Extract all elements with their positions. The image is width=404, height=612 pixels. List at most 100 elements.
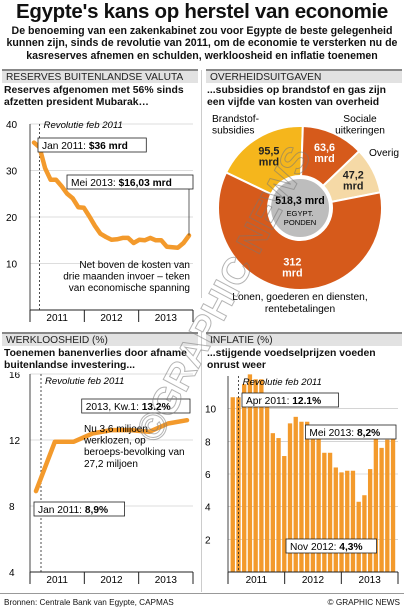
- spending-slice-value: 312 mrd: [282, 257, 302, 280]
- inflation-bar: [333, 467, 338, 572]
- reserves-revolution-label: Revolutie feb 2011: [44, 120, 123, 131]
- inflation-bar: [299, 421, 304, 572]
- spending-center-disc: [269, 177, 331, 239]
- reserves-year-label: 2011: [46, 313, 68, 324]
- spending-total-value: 518,3 mrd: [275, 195, 324, 207]
- inflation-bar: [287, 423, 293, 572]
- unemployment-subtitle: Toenemen banenverlies door afname buiten…: [4, 348, 187, 371]
- spending-label-wages: Lonen, goederen en diensten, rentebetalin…: [232, 292, 367, 315]
- inflation-bar: [345, 470, 350, 572]
- unemployment-year-label: 2011: [46, 575, 68, 586]
- reserves-y-tick: 30: [6, 167, 18, 178]
- inflation-bar: [270, 433, 275, 572]
- reserves-y-tick: 40: [6, 120, 18, 131]
- reserves-chart: 10 20 30 40 Revolutie feb 2011 Jan 2011: $36 …: [6, 120, 194, 324]
- reserves-series-line: [31, 140, 192, 250]
- copyright-text: © GRAPHIC NEWS: [327, 598, 400, 607]
- inflation-callout-peak: Apr 2011: 12.1%: [246, 396, 321, 407]
- unemployment-y-tick: 16: [9, 372, 21, 381]
- column-divider-top: [201, 70, 202, 298]
- unemployment-y-tick: 12: [9, 436, 21, 447]
- inflation-bar: [230, 397, 235, 572]
- spending-slice: [224, 125, 304, 196]
- inflation-year-label: 2011: [246, 575, 268, 586]
- unemployment-callout-start: Jan 2011: 8,9%: [38, 505, 108, 516]
- inflation-chart: 2 4 6 8 10 Revolutie feb 2011 Apr 2011: 12.1% M…: [205, 374, 399, 586]
- inflation-bar: [390, 438, 396, 572]
- spending-label-social: Sociale uitkeringen: [335, 114, 385, 137]
- footer: Bronnen: Centrale Bank van Egypte, CAPMA…: [0, 593, 404, 612]
- inflation-y-tick: 4: [205, 503, 211, 514]
- inflation-bar: [350, 470, 356, 572]
- unemployment-chart: 4 8 12 16 Revolutie feb 2011 2013, Kw.1: 13.2…: [9, 372, 194, 586]
- inflation-year-label: 2012: [302, 575, 325, 586]
- unemployment-revolution-label: Revolutie feb 2011: [45, 376, 124, 387]
- inflation-bar: [253, 379, 258, 572]
- spending-slice-value: 47,2 mrd: [343, 169, 364, 192]
- unemployment-header: WERKLOOSHEID (%): [2, 332, 198, 346]
- inflation-bar: [247, 374, 253, 572]
- unemployment-callout-start-box: [33, 501, 125, 517]
- reserves-callout-start-box: [37, 137, 147, 153]
- inflation-bar: [316, 428, 321, 572]
- inflation-subtitle: ...stijgende voedselprijzen voeden onrus…: [207, 348, 376, 371]
- inflation-header: INFLATIE (%): [206, 332, 402, 346]
- inflation-bar: [339, 472, 344, 572]
- inflation-bar: [367, 469, 373, 572]
- spending-label-other: Overig: [369, 148, 399, 159]
- sources-text: Bronnen: Centrale Bank van Egypte, CAPMA…: [4, 598, 174, 607]
- reserves-header: RESERVES BUITENLANDSE VALUTA: [2, 69, 198, 83]
- inflation-bar: [322, 452, 327, 572]
- spending-header: OVERHEIDSUITGAVEN: [206, 69, 402, 83]
- inflation-bar: [356, 501, 361, 572]
- inflation-callout-peak-box: [241, 392, 339, 408]
- inflation-callout-end: Mei 2013: 8,2%: [309, 428, 380, 439]
- reserves-callout-start: Jan 2011: $36 mrd: [42, 141, 128, 152]
- column-divider-bottom: [201, 332, 202, 592]
- inflation-bar: [373, 438, 379, 572]
- unemployment-year-label: 2013: [155, 575, 178, 586]
- page-title: Egypte's kans op herstel van economie: [15, 0, 388, 23]
- reserves-callout-end: Mei 2013: $16,03 mrd: [71, 178, 172, 189]
- unemployment-y-tick: 4: [9, 568, 15, 579]
- inflation-y-tick: 10: [205, 405, 217, 416]
- reserves-note: Net boven de kosten van drie maanden invo…: [63, 260, 190, 294]
- inflation-year-label: 2013: [359, 575, 382, 586]
- spending-slice: [217, 171, 383, 291]
- unemployment-year-label: 2012: [100, 575, 123, 586]
- unemployment-callout-end: 2013, Kw.1: 13.2%: [86, 402, 171, 413]
- inflation-revolution-label: Revolutie feb 2011: [243, 377, 322, 388]
- inflation-callout-low-box: [285, 538, 377, 554]
- spending-slice-value: 63,6 mrd: [314, 142, 335, 165]
- unemployment-y-tick: 8: [9, 502, 15, 513]
- spending-slice-value: 95,5 mrd: [258, 146, 279, 169]
- spending-subtitle: ...subsidies op brandstof en gas zijn ee…: [207, 85, 386, 108]
- inflation-bar: [385, 439, 390, 572]
- reserves-subtitle: Reserves afgenomen met 56% sinds afzette…: [4, 85, 184, 108]
- spending-label-fuel: Brandstof-subsidies: [212, 114, 259, 137]
- inflation-bar: [276, 438, 281, 572]
- reserves-callout-end-box: [66, 174, 194, 190]
- reserves-y-tick: 20: [6, 213, 18, 224]
- inflation-bar: [362, 495, 367, 572]
- unemployment-note: Nu 3,6 miljoen werklozen, op beroeps-bevol…: [83, 424, 185, 470]
- inflation-bar: [259, 379, 264, 572]
- inflation-bar: [327, 452, 333, 572]
- inflation-bar: [310, 425, 316, 572]
- spending-total-label: EGYPT. PONDEN: [284, 209, 317, 227]
- inflation-callout-low: Nov 2012: 4,3%: [290, 542, 363, 553]
- inflation-bar: [305, 421, 310, 572]
- reserves-year-label: 2013: [155, 313, 178, 324]
- unemployment-callout-end-box: [81, 398, 191, 414]
- inflation-callout-end-box: [305, 424, 397, 440]
- reserves-y-tick: 10: [6, 260, 18, 271]
- intro-text: De benoeming van een zakenkabinet zou vo…: [6, 25, 398, 62]
- inflation-bar: [264, 402, 270, 572]
- inflation-y-tick: 8: [205, 437, 211, 448]
- reserves-year-label: 2012: [100, 313, 123, 324]
- inflation-bar: [282, 456, 287, 572]
- inflation-y-tick: 6: [205, 470, 211, 481]
- inflation-bar: [379, 447, 384, 572]
- inflation-bar: [293, 416, 298, 572]
- inflation-bar: [242, 384, 247, 572]
